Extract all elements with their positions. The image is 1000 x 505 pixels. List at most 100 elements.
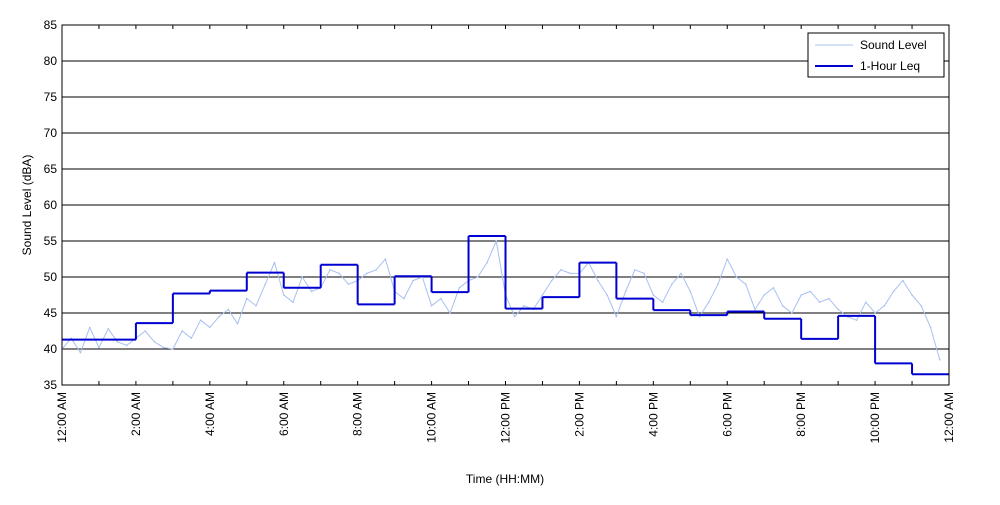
plot-frame [61, 24, 950, 386]
sound-level-segment [172, 330, 183, 350]
sound-level-segment [579, 262, 590, 274]
sound-level-point [486, 261, 488, 264]
sound-level-segment [634, 269, 645, 274]
sound-level-segment [338, 273, 349, 285]
sound-level-segment [828, 298, 839, 310]
x-tick-label: 2:00 PM [572, 392, 586, 437]
sound-level-point [190, 337, 193, 340]
sound-level-segment [680, 273, 691, 292]
sound-level-point [550, 279, 553, 282]
series-sound-level [61, 240, 941, 361]
sound-level-segment [366, 269, 377, 274]
sound-level-point [116, 341, 119, 343]
sound-level-point [79, 351, 82, 354]
sound-level-segment [819, 298, 830, 303]
sound-level-point [781, 305, 784, 307]
sound-level-point [606, 294, 608, 296]
sound-level-segment [357, 273, 368, 281]
y-tick-label: 65 [44, 162, 58, 176]
sound-level-segment [606, 294, 617, 317]
sound-level-segment [98, 328, 109, 348]
sound-level-segment [181, 330, 192, 339]
sound-level-point [717, 283, 719, 286]
sound-level-segment [200, 319, 211, 328]
sound-level-point [772, 287, 775, 289]
sound-level-point [643, 272, 645, 275]
sound-level-segment [505, 294, 516, 317]
sound-level-point [938, 359, 941, 361]
sound-level-point [911, 294, 913, 296]
sound-level-segment [865, 301, 876, 314]
sound-level-point [541, 294, 544, 296]
sound-level-point [245, 297, 248, 300]
sound-level-segment [375, 258, 386, 271]
sound-level-segment [163, 347, 173, 350]
sound-level-segment [902, 280, 913, 296]
sound-level-segment [283, 294, 294, 303]
sound-level-point [698, 315, 701, 318]
sound-level-point [227, 308, 230, 311]
sound-level-segment [588, 262, 599, 281]
sound-level-segment [930, 327, 941, 360]
sound-level-point [865, 301, 867, 304]
sound-level-segment [227, 309, 238, 325]
sound-level-segment [671, 273, 682, 285]
sound-level-point [458, 287, 461, 289]
sound-level-segment [542, 280, 553, 296]
sound-level-segment [763, 287, 774, 296]
x-tick-label: 4:00 AM [203, 392, 217, 436]
y-tick-label: 85 [44, 18, 58, 32]
sound-level-point [800, 294, 802, 296]
sound-level-point [366, 272, 368, 275]
sound-level-point [744, 283, 747, 286]
sound-level-point [236, 323, 239, 325]
sound-level-segment [514, 305, 525, 317]
sound-level-segment [689, 291, 701, 317]
sound-level-point [172, 348, 174, 350]
sound-level-point [384, 258, 387, 260]
sound-level-point [218, 315, 220, 318]
sound-level-segment [920, 305, 931, 328]
sound-level-segment [190, 319, 202, 339]
sound-level-point [209, 326, 211, 329]
x-tick-label: 8:00 AM [351, 392, 365, 436]
sound-level-segment [117, 341, 127, 346]
sound-level-point [292, 301, 294, 304]
x-axis-label: Time (HH:MM) [466, 472, 544, 486]
sound-level-point [338, 272, 340, 275]
sound-level-point [449, 312, 451, 314]
sound-level-point [440, 297, 442, 300]
sound-level-segment [135, 330, 146, 339]
y-tick-label: 55 [44, 234, 58, 248]
sound-level-point [107, 328, 109, 330]
sound-level-point [255, 305, 257, 307]
sound-level-point [707, 301, 710, 304]
sound-level-point [809, 290, 812, 293]
sound-level-segment [782, 305, 793, 314]
sound-level-segment [532, 294, 543, 310]
sound-level-point [818, 301, 821, 304]
sound-level-segment [458, 280, 469, 289]
sound-level-point [726, 258, 729, 260]
sound-level-segment [348, 280, 358, 285]
sound-level-point [430, 305, 433, 307]
sound-level-point [403, 297, 405, 300]
sound-level-point [837, 308, 839, 311]
sound-level-point [273, 261, 276, 264]
sound-level-segment [791, 294, 802, 314]
series-layer [61, 234, 949, 376]
sound-level-segment [209, 316, 220, 328]
x-tick-labels: 12:00 AM 2:00 AM 4:00 AM 6:00 AM 8:00 AM 10:0… [55, 392, 956, 443]
sound-level-segment [653, 294, 663, 303]
sound-level-segment [292, 276, 303, 303]
sound-level-segment [468, 276, 478, 282]
sound-level-point [301, 276, 304, 278]
sound-level-point [689, 290, 692, 293]
y-tick-label: 75 [44, 90, 58, 104]
sound-level-segment [144, 330, 155, 343]
sound-level-point [929, 326, 932, 329]
sound-level-point [661, 301, 664, 304]
sound-level-segment [320, 269, 331, 289]
x-tick-label: 4:00 PM [646, 392, 660, 437]
y-tick-labels: 35 40 45 50 55 60 65 70 75 80 85 [44, 18, 58, 392]
